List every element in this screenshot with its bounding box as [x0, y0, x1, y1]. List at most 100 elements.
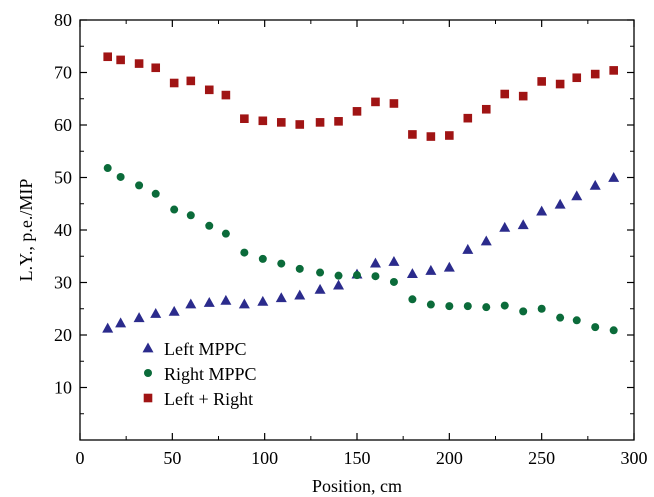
- data-point-left-mppc: [536, 205, 548, 216]
- data-point-left-right: [334, 117, 343, 126]
- data-point-left-right: [221, 90, 231, 100]
- data-point-left-mppc: [257, 295, 269, 306]
- data-point-left-mppc: [499, 221, 511, 232]
- x-tick-label: 50: [163, 448, 181, 468]
- data-point-left-right: [408, 130, 417, 139]
- x-tick-label: 300: [621, 448, 648, 468]
- data-point-left-right: [116, 55, 125, 65]
- data-point-right-mppc: [519, 307, 528, 316]
- x-axis-ticks: [79, 20, 635, 440]
- data-point-left-right: [352, 107, 362, 116]
- data-point-left-mppc: [168, 305, 180, 316]
- data-point-right-mppc: [463, 302, 472, 311]
- x-axis-tick-labels: 0 50 100 150 200 250 300: [76, 448, 648, 468]
- x-tick-label: 200: [436, 448, 463, 468]
- data-point-left-right: [371, 97, 380, 107]
- legend-item-left-mppc: Left MPPC: [142, 339, 247, 359]
- data-point-left-mppc: [388, 256, 400, 266]
- legend: Left MPPC Right MPPC Left + Right: [142, 339, 257, 409]
- data-point-left-right: [609, 66, 618, 75]
- data-point-left-right: [518, 91, 528, 101]
- data-point-right-mppc: [334, 271, 343, 280]
- data-point-right-mppc: [408, 295, 417, 304]
- data-point-left-right: [500, 89, 510, 99]
- data-point-left-mppc: [203, 296, 215, 307]
- data-point-right-mppc: [426, 300, 435, 309]
- data-point-left-right: [103, 52, 112, 62]
- data-point-left-right: [481, 104, 491, 114]
- data-point-right-mppc: [116, 172, 125, 181]
- data-point-left-mppc: [294, 289, 306, 300]
- data-point-left-mppc: [238, 298, 250, 309]
- data-point-left-right: [134, 59, 144, 68]
- y-tick-label: 70: [54, 63, 72, 83]
- y-axis-tick-labels: 10 20 30 40 50 60 70 80: [54, 10, 72, 398]
- data-point-left-right: [572, 73, 582, 83]
- data-point-left-right: [463, 113, 473, 123]
- data-point-left-mppc: [275, 292, 287, 303]
- data-point-left-right: [204, 85, 214, 95]
- data-point-left-right: [276, 118, 286, 127]
- data-point-left-mppc: [443, 261, 455, 272]
- data-point-right-mppc: [277, 259, 286, 268]
- data-point-right-mppc: [389, 277, 398, 286]
- legend-marker-right-mppc: [144, 369, 152, 377]
- data-point-left-right: [426, 132, 436, 141]
- data-point-right-mppc: [353, 271, 361, 280]
- data-point-left-right: [169, 78, 179, 88]
- data-point-right-mppc: [609, 326, 618, 335]
- y-tick-label: 50: [54, 168, 72, 188]
- data-point-left-right: [445, 131, 454, 140]
- data-point-left-mppc: [480, 235, 492, 246]
- x-axis-title: Position, cm: [312, 476, 402, 496]
- series-left-mppc: [102, 172, 620, 333]
- legend-label-left-mppc: Left MPPC: [164, 339, 247, 359]
- data-point-right-mppc: [240, 248, 249, 257]
- data-point-right-mppc: [186, 211, 195, 220]
- data-point-left-mppc: [115, 317, 127, 328]
- y-axis-title: L.Y., p.e./MIP: [16, 179, 36, 282]
- data-point-right-mppc: [258, 254, 267, 263]
- series-right-mppc: [103, 164, 618, 335]
- series-left-right: [103, 52, 618, 141]
- legend-marker-left-mppc: [142, 342, 154, 353]
- y-tick-label: 20: [54, 325, 72, 345]
- data-point-right-mppc: [221, 229, 230, 238]
- data-point-right-mppc: [205, 221, 214, 230]
- data-point-left-right: [315, 118, 325, 127]
- data-point-left-right: [389, 99, 399, 108]
- data-point-right-mppc: [482, 303, 491, 312]
- data-point-left-mppc: [133, 312, 145, 323]
- data-point-left-mppc: [314, 283, 326, 294]
- x-tick-label: 0: [76, 448, 85, 468]
- data-point-right-mppc: [295, 264, 304, 273]
- data-point-right-mppc: [316, 268, 325, 277]
- data-point-left-mppc: [554, 198, 566, 209]
- y-axis-ticks: [80, 19, 634, 415]
- data-point-left-mppc: [333, 279, 345, 290]
- data-point-left-mppc: [102, 322, 114, 333]
- data-series-layer: [102, 52, 620, 335]
- data-point-right-mppc: [151, 189, 160, 198]
- data-point-left-right: [295, 120, 305, 129]
- y-tick-label: 80: [54, 10, 72, 30]
- data-point-left-right: [590, 69, 600, 79]
- legend-marker-left-right: [143, 393, 153, 403]
- y-tick-label: 30: [54, 273, 72, 293]
- legend-item-left-right: Left + Right: [143, 389, 253, 409]
- data-point-left-right: [555, 79, 565, 89]
- data-point-right-mppc: [537, 304, 546, 313]
- data-point-right-mppc: [445, 302, 454, 311]
- data-point-left-right: [537, 77, 546, 86]
- x-tick-label: 250: [528, 448, 555, 468]
- data-point-right-mppc: [591, 323, 600, 332]
- data-point-left-mppc: [517, 219, 529, 230]
- data-point-left-mppc: [150, 307, 162, 318]
- data-point-left-mppc: [571, 190, 583, 201]
- data-point-right-mppc: [572, 316, 581, 325]
- legend-label-right-mppc: Right MPPC: [164, 364, 257, 384]
- data-point-right-mppc: [500, 301, 509, 310]
- data-point-left-right: [186, 76, 196, 86]
